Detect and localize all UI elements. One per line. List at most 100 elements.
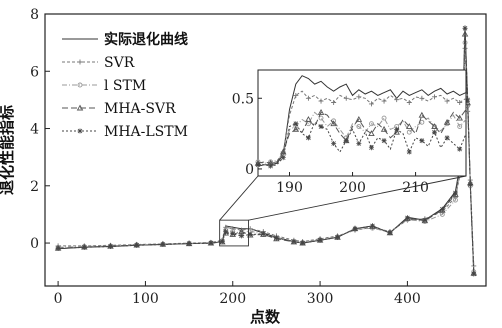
data-point: [238, 233, 244, 239]
inset-x-tick-label: 210: [402, 180, 429, 196]
inset-data-point: [457, 146, 463, 152]
data-point: [247, 231, 253, 237]
inset-data-point: [343, 138, 349, 144]
inset-data-point: [380, 125, 388, 132]
data-point: [107, 243, 113, 249]
inset-data-point: [431, 129, 437, 135]
inset-data-point: [356, 124, 362, 129]
inset-data-point: [355, 116, 363, 122]
legend-marker: [76, 104, 84, 111]
zoom-indicator: [219, 175, 467, 247]
inset-data-point: [431, 94, 437, 100]
data-point: [219, 239, 225, 245]
inset-chart: 190 200 210 0 0.5: [232, 69, 467, 196]
inset-data-point: [431, 123, 438, 129]
data-point: [81, 244, 87, 250]
inset-data-point: [443, 118, 451, 125]
data-point: [160, 241, 166, 247]
inset-y-tick-label: 0: [245, 162, 254, 178]
x-tick-label: 100: [132, 291, 159, 307]
inset-data-point: [318, 115, 324, 121]
data-point: [223, 224, 229, 230]
inset-data-point: [444, 135, 450, 141]
legend-item-svr: SVR: [62, 55, 135, 71]
inset-data-point: [406, 100, 412, 106]
y-tick-label: 4: [30, 122, 39, 138]
legend-label: MHA-SVR: [104, 101, 176, 117]
data-point: [404, 215, 410, 221]
data-point: [230, 231, 236, 237]
data-point: [208, 240, 214, 246]
zoom-connector: [248, 175, 467, 221]
inset-data-point: [406, 123, 413, 129]
x-tick-label: 300: [307, 291, 334, 307]
y-tick-label: 6: [30, 64, 39, 80]
data-point: [134, 242, 140, 248]
legend-item-mha_svr: MHA-SVR: [62, 101, 176, 117]
x-tick-label: 0: [54, 291, 63, 307]
data-point: [387, 230, 393, 236]
legend-marker: [77, 59, 83, 65]
data-point: [335, 234, 341, 240]
inset-frame: [257, 69, 467, 177]
inset-data-point: [419, 138, 425, 144]
inset-y-tick-label: 0.5: [232, 91, 254, 107]
inset-data-point: [406, 129, 412, 135]
inset-data-point: [343, 95, 349, 101]
inset-x-tick-label: 200: [339, 180, 366, 196]
inset-x-tick-label: 190: [276, 180, 303, 196]
inset-data-point: [331, 100, 337, 106]
inset-data-point: [356, 140, 362, 146]
inset-data-point: [293, 121, 299, 127]
main-series: [54, 25, 478, 277]
inset-data-point: [444, 98, 450, 104]
inset-data-point: [406, 149, 412, 155]
inset-data-point: [305, 95, 311, 101]
inset-series-line: [257, 75, 467, 167]
data-point: [452, 190, 458, 196]
data-point: [291, 239, 297, 245]
inset-data-point: [394, 126, 400, 132]
series-line: [58, 28, 475, 275]
legend: 实际退化曲线 SVR l STM MHA-SVR MHA-LSTM: [62, 31, 188, 140]
y-tick-label: 8: [30, 7, 39, 23]
inset-data-point: [418, 111, 426, 118]
inset-data-point: [368, 130, 375, 137]
data-point: [300, 240, 306, 246]
inset-series-mha_lstm: [255, 121, 467, 169]
inset-series-line: [257, 111, 467, 164]
inset-data-point: [394, 97, 400, 103]
data-point: [471, 271, 477, 277]
x-axis-title: 点数: [250, 308, 281, 326]
axes: 0 100 200 300 400 0 2 4 6 8: [30, 7, 421, 307]
inset-data-point: [305, 116, 312, 122]
x-tick-label: 400: [394, 291, 421, 307]
legend-marker: [77, 82, 83, 88]
data-point: [422, 217, 428, 223]
inset-series-line: [258, 90, 467, 166]
legend-item-actual: 实际退化曲线: [62, 31, 188, 48]
inset-data-point: [318, 124, 324, 130]
series-mha_lstm: [55, 25, 477, 277]
data-point: [439, 206, 445, 212]
inset-data-point: [457, 100, 463, 106]
inset-data-point: [330, 120, 337, 127]
inset-data-point: [457, 124, 463, 129]
legend-label: l STM: [104, 78, 146, 94]
data-point: [465, 97, 471, 103]
inset-series-actual: [257, 75, 467, 167]
inset-data-point: [368, 101, 374, 107]
inset-data-point: [305, 135, 311, 141]
x-tick-label: 200: [219, 291, 246, 307]
inset-data-point: [280, 155, 286, 161]
data-point: [223, 229, 229, 235]
inset-data-point: [381, 115, 387, 121]
inset-data-point: [356, 94, 362, 100]
zoom-box: [219, 219, 249, 247]
legend-label: 实际退化曲线: [104, 31, 188, 48]
inset-data-point: [368, 145, 374, 151]
data-point: [317, 237, 323, 243]
data-point: [462, 25, 468, 31]
inset-series-line: [257, 109, 467, 164]
